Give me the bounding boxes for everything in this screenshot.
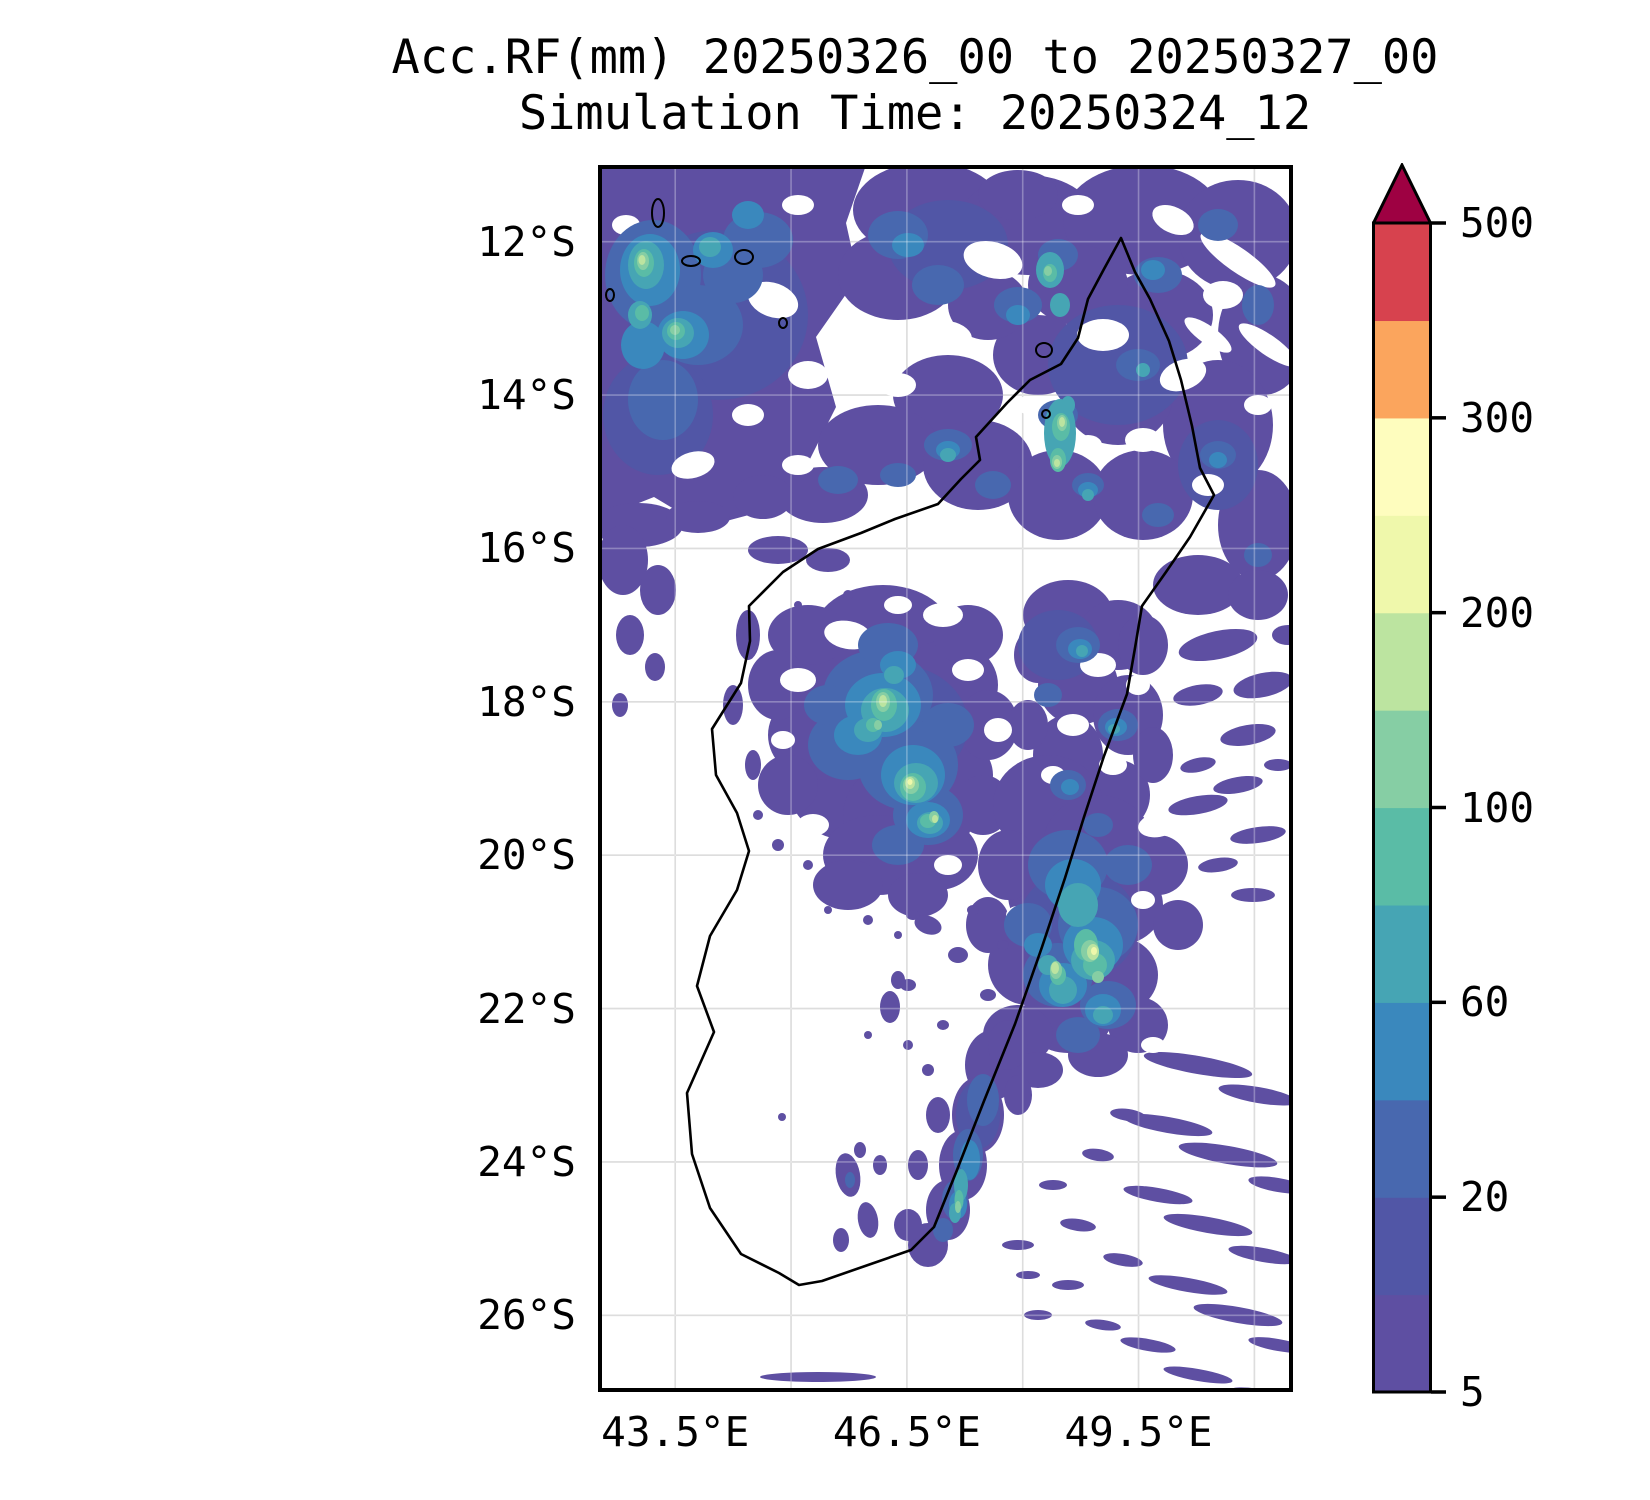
lat-tick-label: 12°S xyxy=(477,217,576,266)
coastline-madagascar xyxy=(685,236,1216,1287)
lat-tick-label: 18°S xyxy=(477,677,576,726)
lat-tick-label: 16°S xyxy=(477,524,576,573)
lon-tick-label: 46.5°E xyxy=(832,1408,981,1456)
colorbar-tick-label: 20 xyxy=(1460,1173,1510,1222)
colorbar-tick-label: 300 xyxy=(1460,393,1535,442)
colorbar xyxy=(1371,161,1450,1395)
lat-tick-label: 20°S xyxy=(477,831,576,880)
map-svg xyxy=(598,165,1293,1392)
lat-tick-label: 22°S xyxy=(477,984,576,1033)
rainfall-contours xyxy=(598,165,1293,1392)
islands-outlines xyxy=(605,198,1053,419)
colorbar-tick-label: 200 xyxy=(1460,588,1535,637)
colorbar-tick-label: 60 xyxy=(1460,978,1510,1027)
colorbar-bins xyxy=(1373,223,1431,1393)
chart-subtitle: Simulation Time: 20250324_12 xyxy=(518,86,1312,141)
colorbar-tick-label: 100 xyxy=(1460,783,1535,832)
chart-title: Acc.RF(mm) 20250326_00 to 20250327_00 xyxy=(391,30,1439,85)
colorbar-tick-label: 5 xyxy=(1460,1368,1485,1416)
title-block: Acc.RF(mm) 20250326_00 to 20250327_00 Si… xyxy=(0,30,1650,142)
map-gridlines-overlay xyxy=(598,165,1293,1392)
map-frame-border xyxy=(598,165,1293,1392)
lat-tick-label: 26°S xyxy=(477,1291,576,1340)
lat-tick-label: 24°S xyxy=(477,1137,576,1186)
colorbar-tick-label: 500 xyxy=(1460,199,1535,247)
map-plot-area xyxy=(598,165,1293,1392)
colorbar-svg xyxy=(1371,161,1446,1394)
lon-tick-label: 43.5°E xyxy=(601,1408,750,1456)
lat-tick-label: 14°S xyxy=(477,371,576,420)
lon-tick-label: 49.5°E xyxy=(1064,1408,1213,1456)
